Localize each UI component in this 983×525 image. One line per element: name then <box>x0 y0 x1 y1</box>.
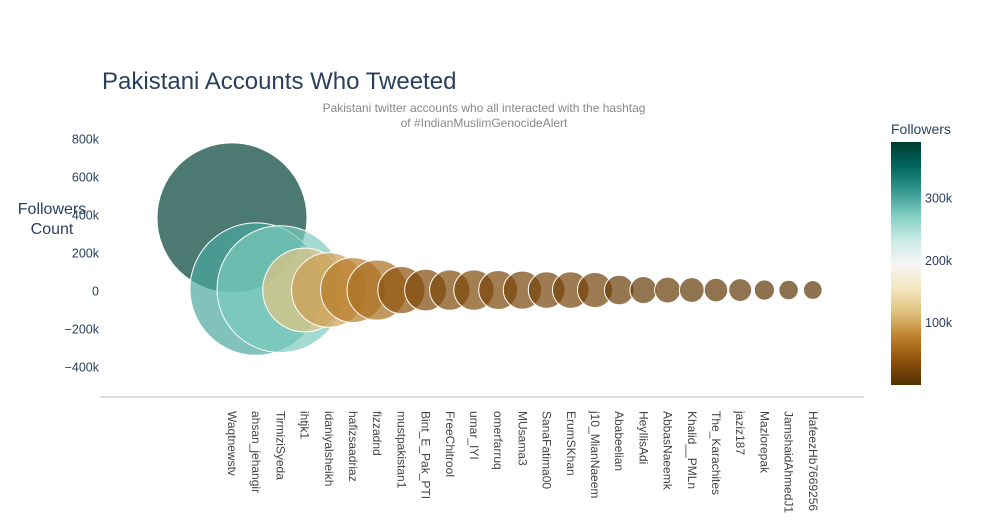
bubble-jamshaidahmedj1[interactable] <box>778 279 799 301</box>
y-axis-ticks: 800k 600k 400k 200k 0 −200k −400k <box>65 133 100 375</box>
colorbar-ticks: 100k 200k 300k <box>925 192 953 331</box>
bubble-layer <box>156 142 823 356</box>
colorbar-title: Followers <box>891 121 951 137</box>
x-tick-label: ahsan_jehangir <box>249 411 263 493</box>
y-axis-label-line-2: Count <box>31 221 74 238</box>
bubble-mazlorepak[interactable] <box>753 279 776 301</box>
x-axis-ticks: Waqtnewstv ahsan_jehangir TirmiziSyeda ihtj… <box>225 410 820 513</box>
x-tick-label: FreeChitrool <box>443 411 457 477</box>
x-tick-label: mustpakistan1 <box>394 411 408 489</box>
chart-subtitle-line-1: Pakistani twitter accounts who all inter… <box>323 101 646 115</box>
x-tick-label: HafeezHb7669256 <box>806 411 820 511</box>
y-tick-label: 200k <box>72 247 100 261</box>
bubble-hafeezhb7669256[interactable] <box>802 280 823 300</box>
x-tick-label: Waqtnewstv <box>225 411 239 476</box>
bubble-heyilisadi[interactable] <box>629 276 658 305</box>
x-tick-label: omerfarruq <box>491 411 505 470</box>
y-tick-label: 800k <box>72 133 100 147</box>
x-tick-label: ErumSKhan <box>564 411 578 476</box>
colorbar <box>891 142 921 385</box>
y-tick-label: 400k <box>72 209 100 223</box>
colorbar-tick-label: 300k <box>925 192 953 206</box>
x-tick-label: Mazlorepak <box>757 411 771 474</box>
x-tick-label: MUsama3 <box>515 411 529 466</box>
x-tick-label: Ababeelian <box>612 411 626 471</box>
x-tick-label: The_Karachites <box>709 411 723 495</box>
colorbar-tick-label: 100k <box>925 316 953 330</box>
y-axis-label-line-1: Followers <box>18 201 86 218</box>
x-tick-label: jaziz187 <box>733 410 747 455</box>
bubble-khalid__pmln[interactable] <box>678 277 705 303</box>
bubble-jaziz187[interactable] <box>728 278 753 303</box>
x-tick-label: JamshaidAhmedJ1 <box>782 411 796 513</box>
y-tick-label: −400k <box>65 361 100 375</box>
x-tick-label: j10_MianNaeem <box>588 410 602 498</box>
x-tick-label: fizzadnd <box>370 411 384 456</box>
bubble-the_karachites[interactable] <box>703 277 729 303</box>
x-tick-label: Bint_E_Pak_PTI <box>419 411 433 499</box>
y-tick-label: 0 <box>92 285 99 299</box>
x-tick-label: Khalid__PMLn <box>685 411 699 489</box>
x-tick-label: HeyIlisAdi <box>636 411 650 464</box>
x-tick-label: idaniyalsheikh <box>322 411 336 486</box>
colorbar-tick-label: 200k <box>925 254 953 268</box>
x-tick-label: TirmiziSyeda <box>273 411 287 480</box>
x-tick-label: umar_IYI <box>467 411 481 460</box>
chart-title: Pakistani Accounts Who Tweeted <box>102 68 456 95</box>
x-tick-label: hafizsaadriaz <box>346 411 360 482</box>
x-tick-label: ihtjk1 <box>298 411 312 439</box>
y-tick-label: −200k <box>65 323 100 337</box>
x-tick-label: SanaFatima00 <box>540 411 554 489</box>
x-tick-label: AbbasNaeemk <box>661 411 675 491</box>
chart-subtitle-line-2: of #IndianMuslimGenocideAlert <box>401 116 568 130</box>
y-tick-label: 600k <box>72 171 100 185</box>
bubble-abbasnaeemk[interactable] <box>654 276 682 304</box>
